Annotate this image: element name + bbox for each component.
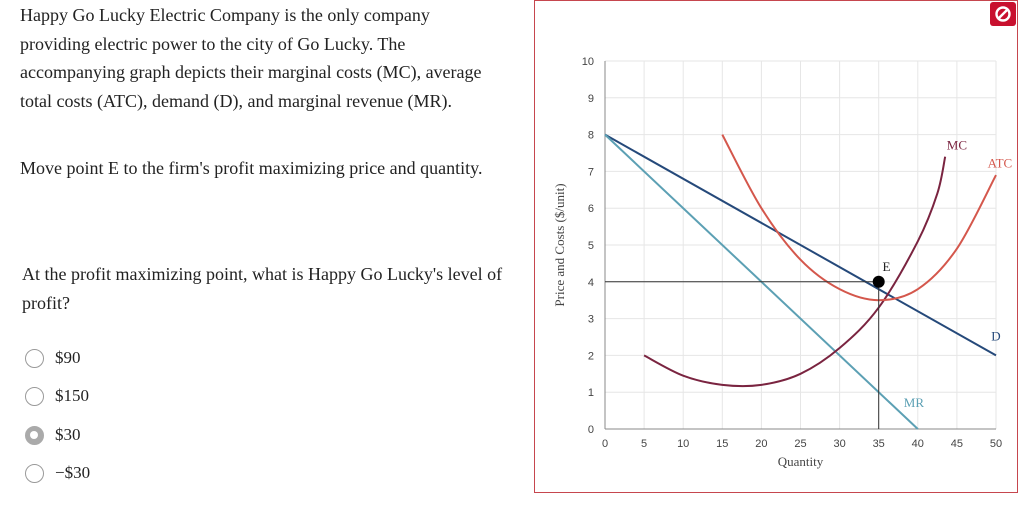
- answer-option-label: $30: [55, 425, 81, 444]
- question-intro: Happy Go Lucky Electric Company is the o…: [20, 5, 482, 111]
- radio-button[interactable]: [25, 463, 44, 483]
- radio-button[interactable]: [25, 425, 44, 445]
- question-instruction: Move point E to the firm's profit maximi…: [20, 158, 483, 178]
- graph-panel: [534, 0, 1018, 493]
- answer-option[interactable]: $90: [25, 345, 81, 371]
- question-panel: Happy Go Lucky Electric Company is the o…: [20, 5, 503, 486]
- answer-option-label: $90: [55, 348, 81, 367]
- answer-option[interactable]: $30: [25, 422, 81, 448]
- answer-option[interactable]: $150: [25, 383, 89, 409]
- radio-button[interactable]: [25, 386, 44, 406]
- block-icon: [995, 6, 1011, 22]
- question-prompt: At the profit maximizing point, what is …: [22, 264, 503, 313]
- answer-option[interactable]: −$30: [25, 460, 90, 486]
- block-button[interactable]: [990, 2, 1016, 26]
- radio-button[interactable]: [25, 348, 44, 368]
- answer-option-label: −$30: [55, 463, 91, 482]
- answer-option-label: $150: [55, 386, 89, 405]
- point-e-marker[interactable]: [872, 275, 885, 288]
